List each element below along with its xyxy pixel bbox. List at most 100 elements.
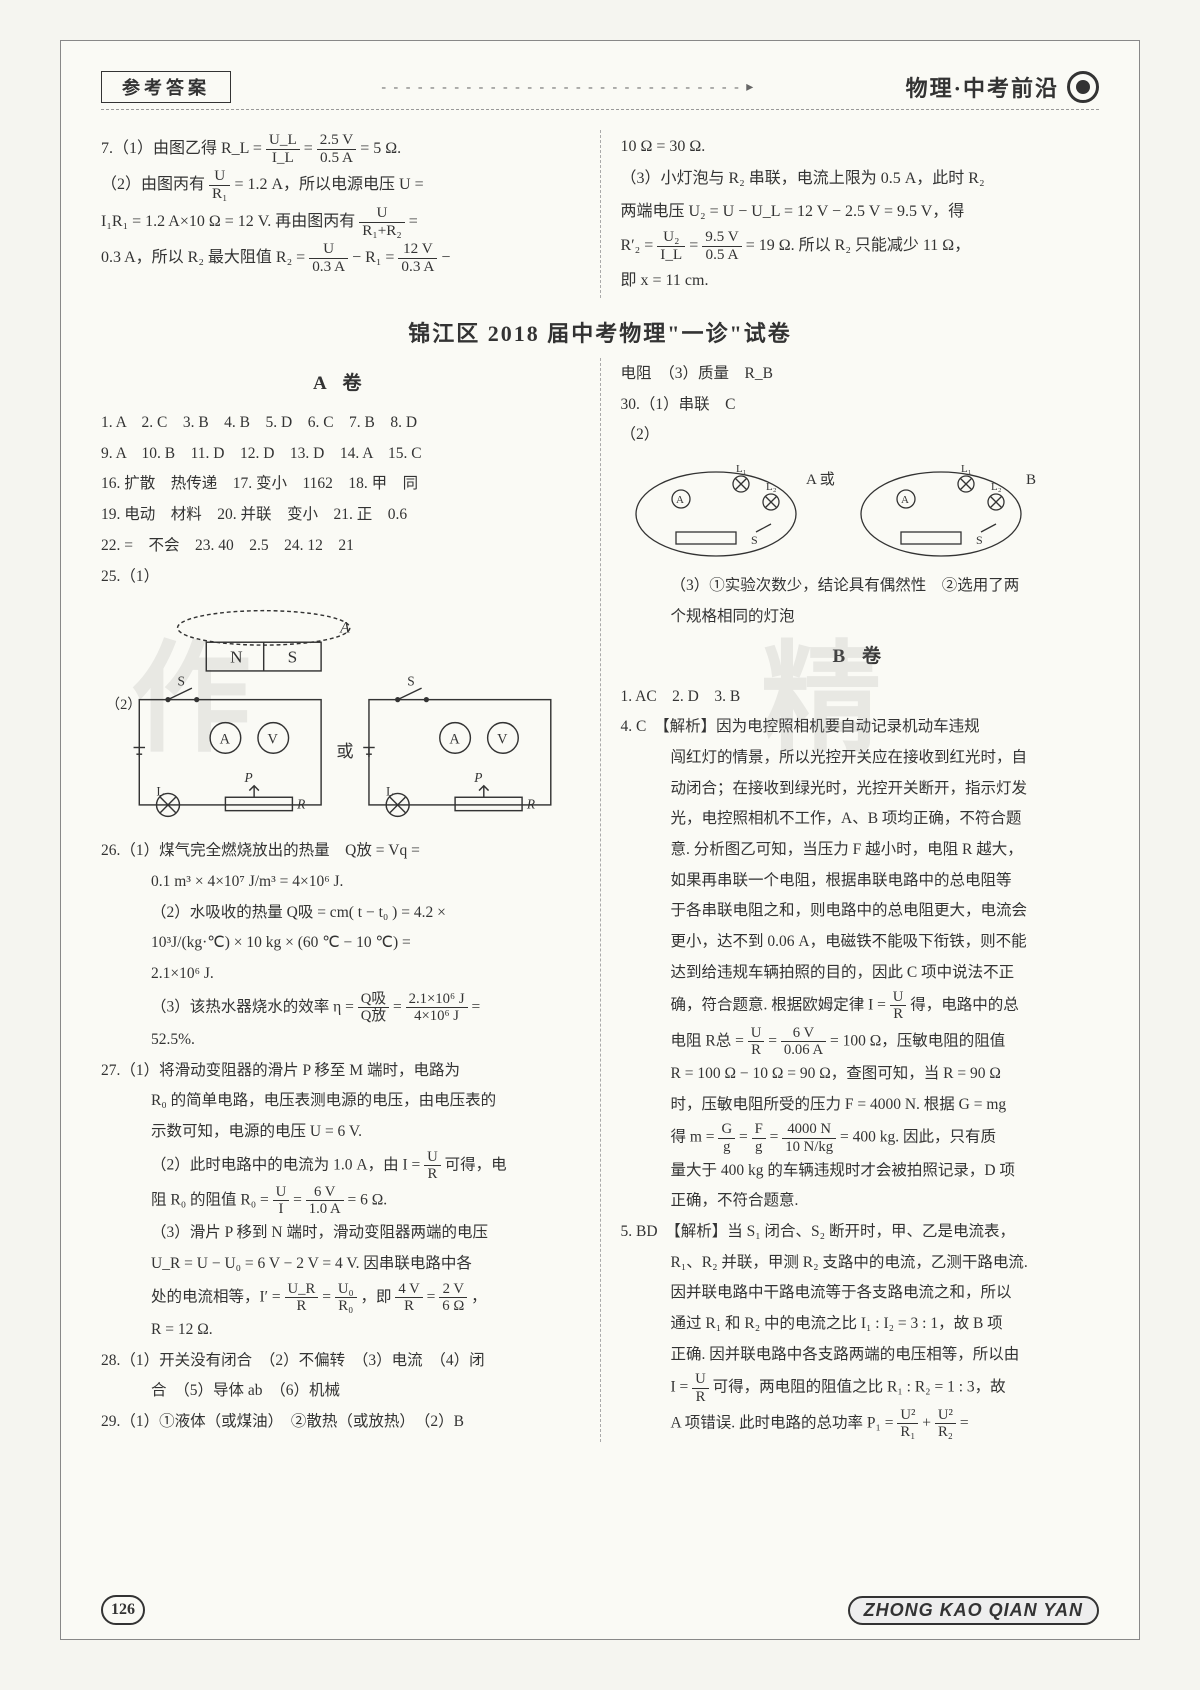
b4p: 正确，不符合题意. [621,1187,1100,1216]
q28a: 28.（1）开关没有闭合 （2）不偏转 （3）电流 （4）闭 [101,1347,580,1376]
text: （2）由图丙有 [101,176,205,193]
a19: 19. 电动 材料 20. 并联 变小 21. 正 0.6 [101,501,580,530]
b5b: R₁、R₂ 并联，甲测 R₂ 支路中的电流，乙测干路电流. [621,1249,1100,1278]
text: = [427,1288,436,1305]
r30-1: 30.（1）串联 C [621,391,1100,420]
q27-1c: 示数可知，电源的电压 U = 6 V. [101,1118,580,1147]
text: 7.（1）由图乙得 R_L = [101,140,262,157]
fraction: UR₁ [209,168,230,202]
text: 0.3 A，所以 R₂ 最大阻值 R₂ = [101,249,305,266]
text: ， [471,1288,487,1305]
text: 电阻 R总 = [671,1032,744,1049]
text: = [322,1288,331,1305]
text: = 19 Ω. 所以 R₂ 只能减少 11 Ω， [746,237,970,254]
svg-text:L₂: L₂ [766,481,777,493]
header-subject-label: 物理·中考前沿 [906,71,1099,103]
text: 得 m = [671,1129,715,1146]
header-subject-text: 物理·中考前沿 [906,71,1059,103]
text: （3）该热水器烧水的效率 η = [151,998,354,1015]
section-b-title: B 卷 [621,639,1100,674]
svg-text:S: S [751,533,758,547]
text: 阻 R₀ 的阻值 R₀ = [151,1191,269,1208]
tr1: 10 Ω = 30 Ω. [621,132,1100,162]
section-a-title: A 卷 [101,366,580,401]
b4b: 闯红灯的情景，所以光控开关应在接收到红光时，自 [621,744,1100,773]
fraction: UR [692,1371,709,1404]
text: = 400 kg. 因此，只有质 [840,1129,996,1146]
circuit-diagram-q30: A L₁ L₂ S A 或 A L₁ [621,454,1041,564]
fraction: U_RR [285,1281,319,1314]
b4h: 更小，达不到 0.06 A，电磁铁不能吸下衔铁，则不能 [621,928,1100,957]
fraction: U²R₁ [897,1407,918,1440]
header-answers-label: 参考答案 [101,71,231,103]
svg-text:L₁: L₁ [961,463,972,475]
q27-3c: 处的电流相等，I′ = U_RR = U₀R₀ ，即 4 VR = 2 V6 Ω… [101,1281,580,1314]
text: = [960,1414,969,1431]
text: = 6 Ω. [348,1191,388,1208]
q26-2b: 10³J/(kg·℃) × 10 kg × (60 ℃ − 10 ℃) = [101,929,580,958]
q27-1a: 27.（1）将滑动变阻器的滑片 P 移至 M 端时，电路为 [101,1057,580,1086]
text: 可得，两电阻的阻值之比 R₁ : R₂ = 1 : 3，故 [713,1379,1006,1396]
fraction: U₀R₀ [335,1281,357,1314]
top-right-col: 10 Ω = 30 Ω. （3）小灯泡与 R₂ 串联，电流上限为 0.5 A，此… [621,130,1100,298]
q29: 29.（1）①液体（或煤油） ②散热（或放热） （2）B [101,1408,580,1437]
b5d: 通过 R₁ 和 R₂ 中的电流之比 I₁ : I₂ = 3 : 1，故 B 项 [621,1310,1100,1339]
b5g: A 项错误. 此时电路的总功率 P₁ = U²R₁ + U²R₂ = [621,1407,1100,1440]
left-column: A 卷 1. A 2. C 3. B 4. B 5. D 6. C 7. B 8… [101,358,580,1442]
svg-text:或: 或 [336,742,353,761]
b5a: 5. BD 【解析】当 S₁ 闭合、S₂ 断开时，甲、乙是电流表， [621,1218,1100,1247]
svg-text:S: S [288,647,298,666]
exam-title: 锦江区 2018 届中考物理"一诊"试卷 [101,316,1099,348]
text: + [922,1414,931,1431]
right-column: 电阻 （3）质量 R_B 30.（1）串联 C （2） A L₁ L₂ [621,358,1100,1442]
svg-text:R: R [526,797,535,812]
circuit-diagram-q25: N S A （2） S A [101,599,580,829]
text: = [471,998,480,1015]
svg-text:V: V [268,732,279,748]
ans-row-1: 1. A 2. C 3. B 4. B 5. D 6. C 7. B 8. D [101,409,580,438]
a16: 16. 扩散 热传递 17. 变小 1162 18. 甲 同 [101,470,580,499]
q27-3d: R = 12 Ω. [101,1316,580,1345]
b5e: 正确. 因并联电路中各支路两端的电压相等，所以由 [621,1341,1100,1370]
text: 处的电流相等，I′ = [151,1288,281,1305]
text: = 100 Ω，压敏电阻的阻值 [830,1032,1005,1049]
q27-1b: R₀ 的简单电路，电压表测电源的电压，由电压表的 [101,1087,580,1116]
svg-text:A: A [676,494,684,506]
b4k: 电阻 R总 = UR = 6 V0.06 A = 100 Ω，压敏电阻的阻值 [621,1025,1100,1058]
fraction: 9.5 V0.5 A [702,229,741,263]
svg-text:R: R [296,797,305,812]
svg-text:L: L [157,785,165,799]
q26-1b: 0.1 m³ × 4×10⁷ J/m³ = 4×10⁶ J. [101,868,580,897]
b5f: I = UR 可得，两电阻的阻值之比 R₁ : R₂ = 1 : 3，故 [621,1371,1100,1404]
fraction: U²R₂ [935,1407,956,1440]
svg-text:（2）: （2） [106,696,142,713]
b4f: 如果再串联一个电阻，根据串联电路中的总电阻等 [621,867,1100,896]
text: − [441,249,450,266]
fraction: 6 V1.0 A [306,1184,344,1217]
svg-text:L₁: L₁ [736,463,747,475]
q26-3: （3）该热水器烧水的效率 η = Q吸Q放 = 2.1×10⁶ J4×10⁶ J… [101,991,580,1024]
fraction: UR [890,989,907,1022]
b-ans: 1. AC 2. D 3. B [621,683,1100,712]
vertical-divider-main [600,358,601,1442]
b4g: 于各串联电阻之和，则电路中的总电阻更大，电流会 [621,897,1100,926]
b4l: R = 100 Ω − 10 Ω = 90 Ω，查图可知，当 R = 90 Ω [621,1060,1100,1089]
fraction: U₂I_L [657,229,685,263]
q26-3d: 52.5%. [101,1026,580,1055]
fraction: U_LI_L [266,132,300,166]
ans-row-2: 9. A 10. B 11. D 12. D 13. D 14. A 15. C [101,440,580,469]
bullseye-icon [1067,71,1099,103]
svg-text:A: A [220,732,231,748]
b4c: 动闭合；在接收到绿光时，光控开关断开，指示灯发 [621,775,1100,804]
top-left-col: 7.（1）由图乙得 R_L = U_LI_L = 2.5 V0.5 A = 5 … [101,130,580,298]
text: = [304,140,313,157]
r30-3a: （3）①实验次数少，结论具有偶然性 ②选用了两 [621,572,1100,601]
page-header: 参考答案 - - - - - - - - - - - - - - - - - -… [101,71,1099,110]
page-container: 作 精 参考答案 - - - - - - - - - - - - - - - -… [60,40,1140,1640]
b4i: 达到给违规车辆拍照的目的，因此 C 项中说法不正 [621,959,1100,988]
text: = 1.2 A，所以电源电压 U = [234,176,423,193]
b4a: 4. C 【解析】因为电控照相机要自动记录机动车违规 [621,713,1100,742]
a25: 25.（1） [101,563,580,592]
q28b: 合 （5）导体 ab （6）机械 [101,1377,580,1406]
q27-3b: U_R = U − U₀ = 6 V − 2 V = 4 V. 因串联电路中各 [101,1250,580,1279]
